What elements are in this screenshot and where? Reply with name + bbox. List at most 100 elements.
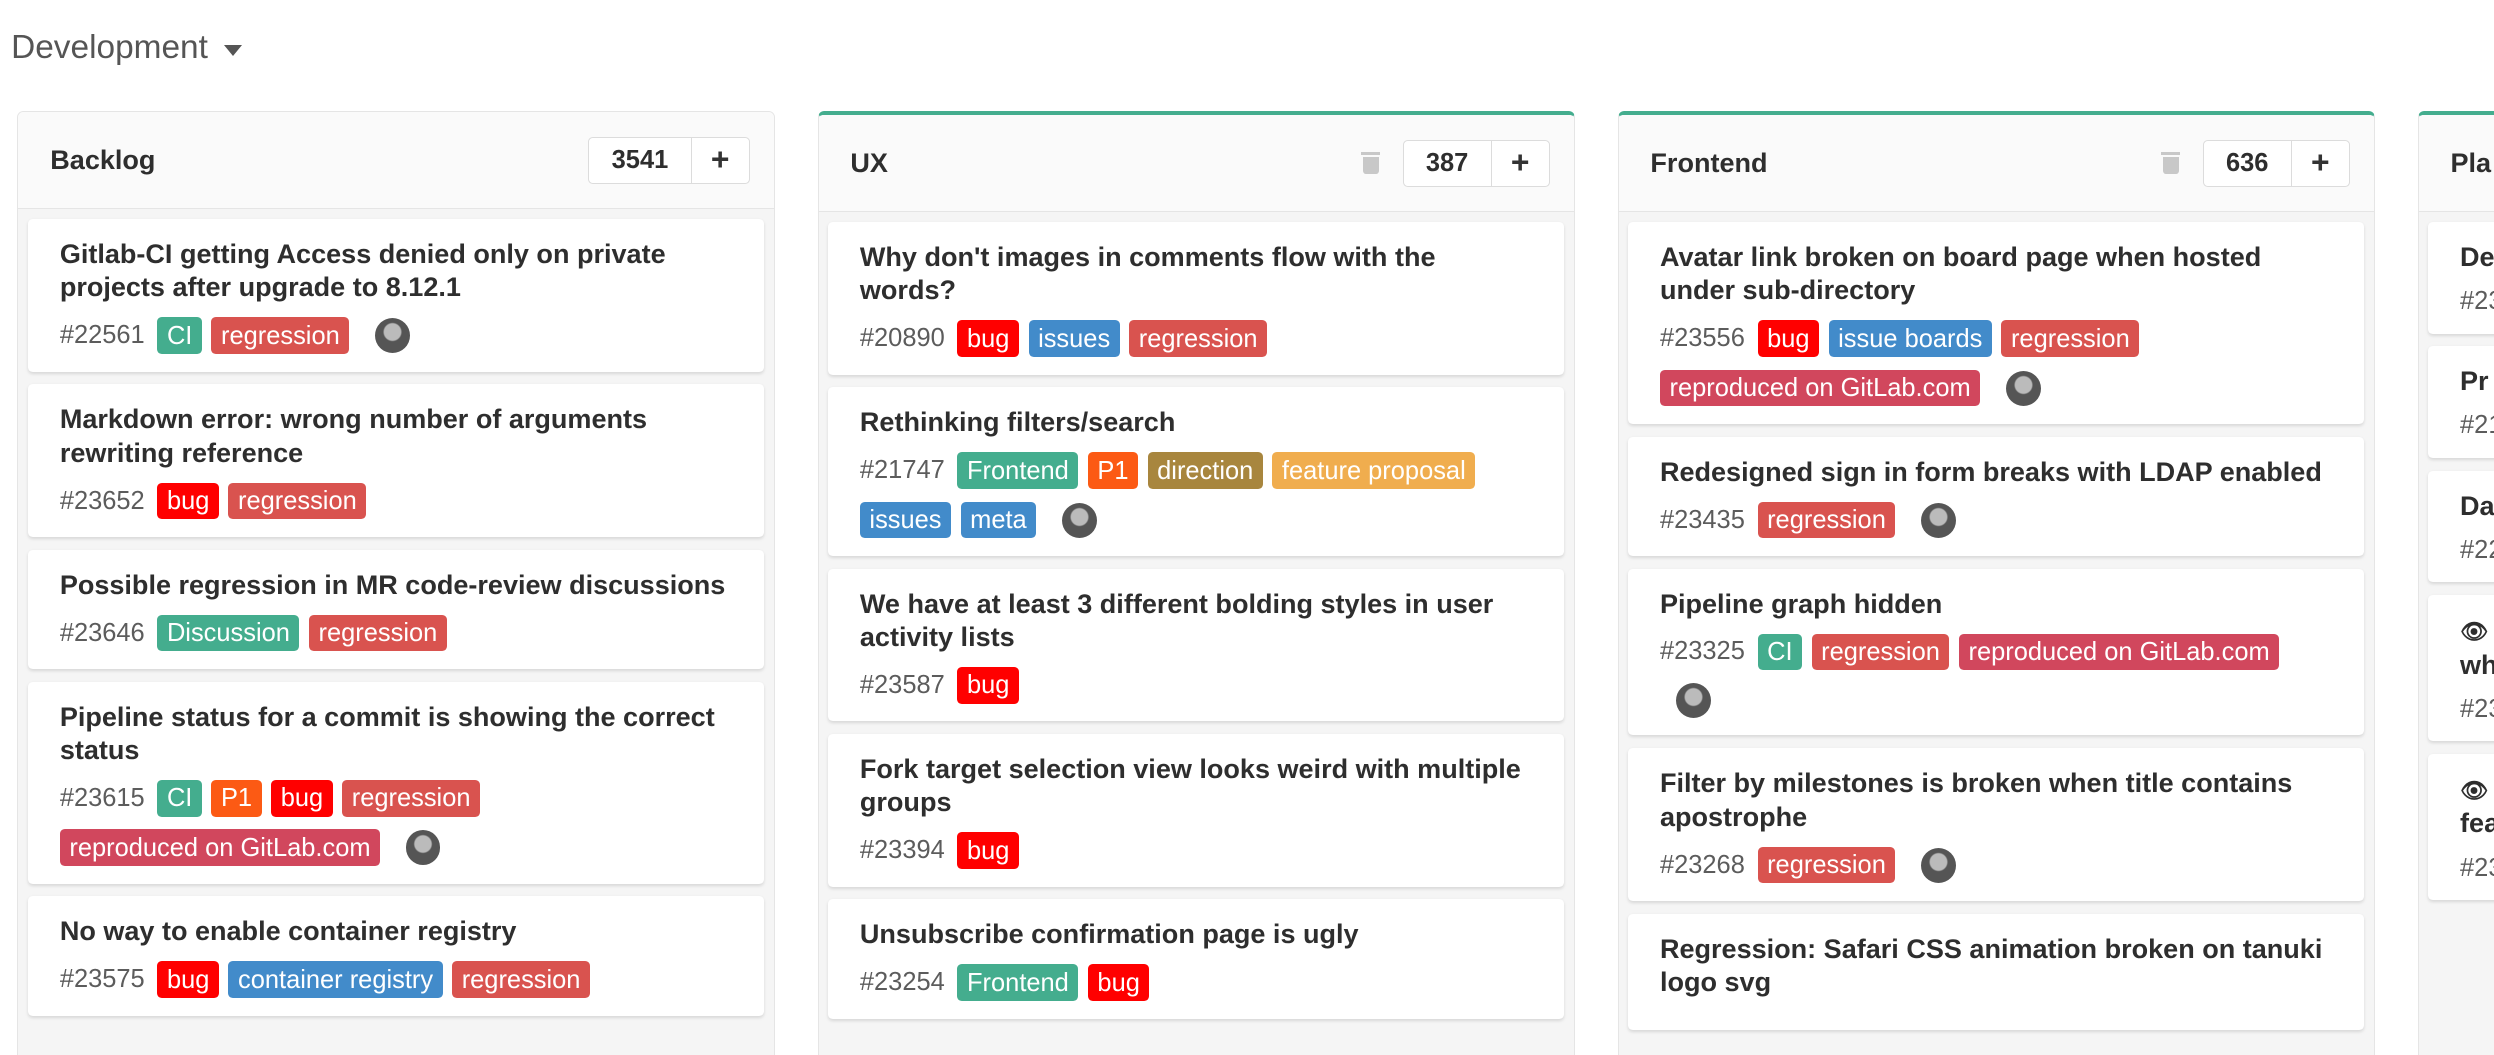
issue-number: #23587 — [860, 671, 945, 700]
issue-label[interactable]: regression — [211, 317, 349, 354]
issue-label[interactable]: regression — [1129, 320, 1267, 357]
issue-label[interactable]: bug — [957, 320, 1019, 357]
issue-card[interactable]: Filter by milestones is broken when titl… — [1628, 748, 2364, 901]
issue-label[interactable]: issues — [1029, 320, 1120, 357]
issue-card[interactable]: Regression: Safari CSS animation broken … — [1628, 914, 2364, 1030]
issue-card[interactable]: Possible regression in MR code-review di… — [28, 550, 764, 669]
issue-label[interactable]: Frontend — [957, 964, 1078, 1001]
issue-label[interactable]: regression — [342, 780, 480, 817]
issue-card[interactable]: Unsubscribe confirmation page is ugly#23… — [828, 899, 1564, 1018]
issue-title[interactable]: Pipeline status for a commit is showing … — [60, 701, 732, 768]
issue-card[interactable]: 👁fea#23 — [2428, 754, 2494, 900]
issue-card[interactable]: No way to enable container registry#2357… — [28, 896, 764, 1015]
issue-label[interactable]: bug — [1088, 964, 1150, 1001]
add-issue-button[interactable]: + — [2292, 141, 2349, 186]
issue-title[interactable]: Gitlab-CI getting Access denied only on … — [60, 238, 732, 305]
issue-card[interactable]: Pipeline status for a commit is showing … — [28, 682, 764, 884]
board-selector[interactable]: Development — [11, 29, 242, 67]
issue-label[interactable]: regression — [1812, 634, 1950, 671]
issue-title[interactable]: Markdown error: wrong number of argument… — [60, 403, 732, 470]
issue-label[interactable]: reproduced on GitLab.com — [60, 829, 380, 866]
issue-label[interactable]: P1 — [211, 780, 261, 817]
issue-title[interactable]: We have at least 3 different bolding sty… — [860, 588, 1532, 655]
issue-title[interactable]: Redesigned sign in form breaks with LDAP… — [1660, 456, 2332, 489]
delete-list-icon[interactable] — [2161, 152, 2180, 174]
issue-card[interactable]: Why don't images in comments flow with t… — [828, 222, 1564, 375]
issue-label[interactable]: reproduced on GitLab.com — [1660, 370, 1980, 407]
issue-label[interactable]: regression — [309, 615, 447, 652]
issue-label[interactable]: regression — [228, 483, 366, 520]
issue-title[interactable]: Da — [2460, 490, 2494, 523]
issue-title[interactable]: Filter by milestones is broken when titl… — [1660, 767, 2332, 834]
assignee-avatar[interactable] — [1921, 503, 1956, 538]
issue-card[interactable]: 👁wh#23 — [2428, 595, 2494, 741]
issue-title-text: Avatar link broken on board page when ho… — [1660, 242, 2261, 305]
issue-label[interactable]: CI — [157, 780, 202, 817]
issue-label[interactable]: Discussion — [157, 615, 299, 652]
issue-title[interactable]: Avatar link broken on board page when ho… — [1660, 241, 2332, 308]
issue-title[interactable]: Fork target selection view looks weird w… — [860, 753, 1532, 820]
issue-title-text: No way to enable container registry — [60, 916, 517, 946]
issue-label[interactable]: issues — [860, 502, 951, 539]
issue-label[interactable]: issue boards — [1829, 320, 1992, 357]
assignee-avatar[interactable] — [375, 318, 410, 353]
issue-label[interactable]: meta — [961, 502, 1037, 539]
add-issue-button[interactable]: + — [1492, 141, 1549, 186]
issue-label[interactable]: bug — [957, 832, 1019, 869]
issue-card[interactable]: Fork target selection view looks weird w… — [828, 734, 1564, 887]
issue-label[interactable]: Frontend — [957, 452, 1078, 489]
delete-list-icon[interactable] — [1361, 152, 1380, 174]
issue-label[interactable]: regression — [452, 961, 590, 998]
issue-title[interactable]: Pr — [2460, 365, 2494, 398]
assignee-avatar[interactable] — [1921, 848, 1956, 883]
issue-label[interactable]: bug — [957, 667, 1019, 704]
issue-title[interactable]: Rethinking filters/search — [860, 406, 1532, 439]
issue-label[interactable]: feature proposal — [1272, 452, 1475, 489]
issue-label[interactable]: bug — [157, 483, 219, 520]
issue-label[interactable]: regression — [1758, 502, 1896, 539]
issue-label[interactable]: direction — [1148, 452, 1263, 489]
issue-label[interactable]: bug — [157, 961, 219, 998]
issue-label[interactable]: bug — [1758, 320, 1820, 357]
issue-title-text: Why don't images in comments flow with t… — [860, 242, 1436, 305]
issue-card[interactable]: Pr #21 — [2428, 346, 2494, 458]
issue-card[interactable]: Redesigned sign in form breaks with LDAP… — [1628, 437, 2364, 556]
issue-title[interactable]: 👁wh — [2460, 614, 2494, 682]
issue-card[interactable]: Avatar link broken on board page when ho… — [1628, 222, 2364, 424]
issue-number: #20890 — [860, 324, 945, 353]
assignee-avatar[interactable] — [1676, 683, 1711, 718]
issue-meta: #21 — [2460, 411, 2494, 440]
issue-title[interactable]: De ne — [2460, 241, 2494, 274]
issue-label[interactable]: container registry — [228, 961, 442, 998]
issue-title[interactable]: No way to enable container registry — [60, 915, 732, 948]
issue-title[interactable]: 👁fea — [2460, 773, 2494, 841]
issue-card[interactable]: We have at least 3 different bolding sty… — [828, 569, 1564, 722]
issue-label[interactable]: CI — [1758, 634, 1803, 671]
issue-label[interactable]: regression — [2001, 320, 2139, 357]
issue-label[interactable]: bug — [271, 780, 333, 817]
issue-title[interactable]: Unsubscribe confirmation page is ugly — [860, 918, 1532, 951]
assignee-avatar[interactable] — [406, 830, 441, 865]
issue-label[interactable]: CI — [157, 317, 202, 354]
issue-card[interactable]: De ne#23 — [2428, 222, 2494, 334]
assignee-avatar[interactable] — [1062, 503, 1097, 538]
issue-title[interactable]: Possible regression in MR code-review di… — [60, 569, 732, 602]
issue-title[interactable]: Pipeline graph hidden — [1660, 588, 2332, 621]
card-list: Why don't images in comments flow with t… — [819, 212, 1574, 1040]
add-issue-button[interactable]: + — [692, 138, 749, 183]
issue-title[interactable]: Why don't images in comments flow with t… — [860, 241, 1532, 308]
issue-card[interactable]: Markdown error: wrong number of argument… — [28, 384, 764, 537]
issue-label[interactable]: regression — [1758, 847, 1896, 884]
issue-title[interactable]: Regression: Safari CSS animation broken … — [1660, 933, 2332, 1000]
assignee-avatar[interactable] — [2006, 371, 2041, 406]
issue-card[interactable]: Gitlab-CI getting Access denied only on … — [28, 219, 764, 372]
issue-label[interactable]: P1 — [1088, 452, 1138, 489]
issue-label[interactable]: reproduced on GitLab.com — [1959, 634, 2279, 671]
issue-card[interactable]: Da#22 — [2428, 471, 2494, 583]
